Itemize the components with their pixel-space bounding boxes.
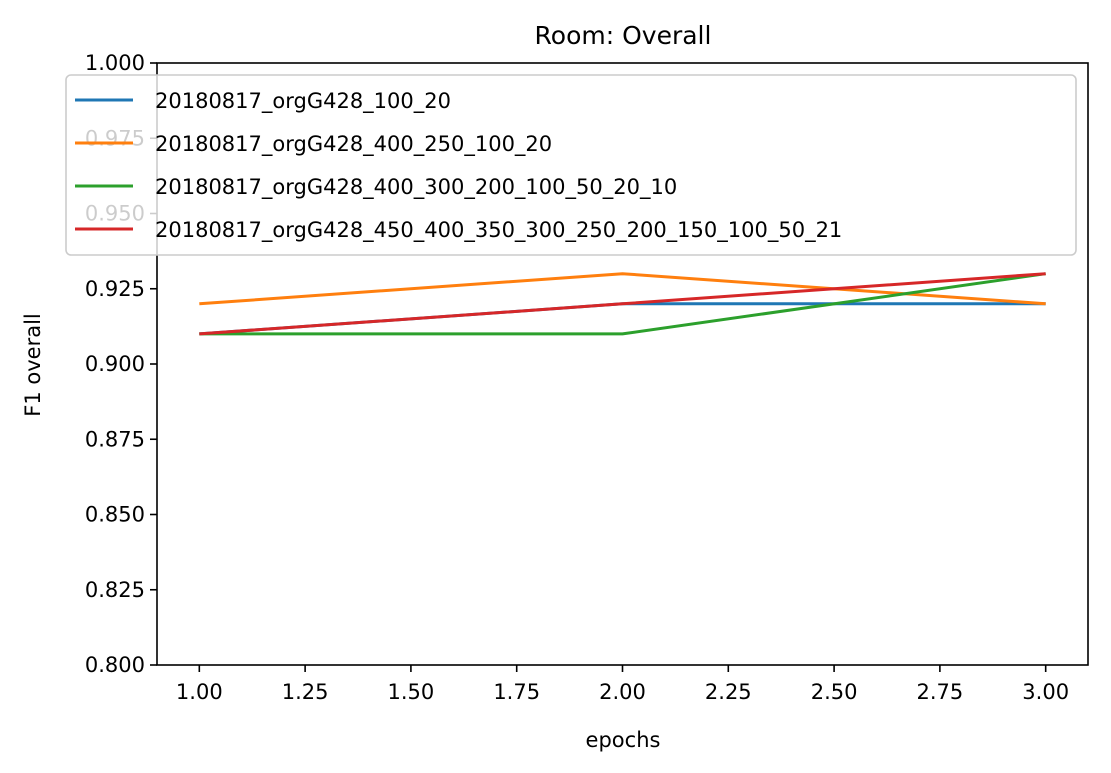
series-line-3 — [199, 272, 1046, 336]
x-tick-label: 3.00 — [1022, 680, 1069, 704]
legend-label-2: 20180817_orgG428_400_250_100_20 — [155, 132, 552, 157]
y-tick-label: 1.000 — [85, 51, 145, 75]
chart-title: Room: Overall — [535, 21, 712, 50]
y-axis-label: F1 overall — [21, 313, 45, 416]
legend-label-3: 20180817_orgG428_400_300_200_100_50_20_1… — [155, 175, 677, 200]
y-tick-label: 0.850 — [85, 503, 145, 527]
series-line-2 — [199, 272, 1046, 306]
y-tick-label: 0.925 — [85, 277, 145, 301]
x-axis-label: epochs — [586, 728, 661, 752]
legend-label-1: 20180817_orgG428_100_20 — [155, 89, 451, 114]
x-tick-label: 1.50 — [388, 680, 435, 704]
y-tick-label: 0.875 — [85, 427, 145, 451]
x-tick-label: 2.25 — [705, 680, 752, 704]
y-tick-label: 0.900 — [85, 352, 145, 376]
y-tick-label: 0.800 — [85, 653, 145, 677]
series-layer — [199, 272, 1046, 336]
series-line-4 — [199, 272, 1046, 336]
legend-label-4: 20180817_orgG428_450_400_350_300_250_200… — [155, 218, 842, 243]
x-tick-label: 2.50 — [811, 680, 858, 704]
x-tick-label: 1.25 — [282, 680, 329, 704]
x-tick-label: 1.00 — [176, 680, 223, 704]
axes-layer: 1.00 1.25 1.50 1.75 2.00 2.25 2.50 2.75 3.00 0.80… — [85, 51, 1089, 704]
legend-box — [65, 74, 1077, 256]
x-tick-label: 2.75 — [917, 680, 964, 704]
series-line-1 — [199, 302, 1046, 336]
x-tick-label: 2.00 — [599, 680, 646, 704]
y-tick-label: 0.825 — [85, 578, 145, 602]
x-tick-label: 1.75 — [493, 680, 540, 704]
legend: 20180817_orgG428_100_20 20180817_orgG428_… — [65, 74, 1077, 256]
